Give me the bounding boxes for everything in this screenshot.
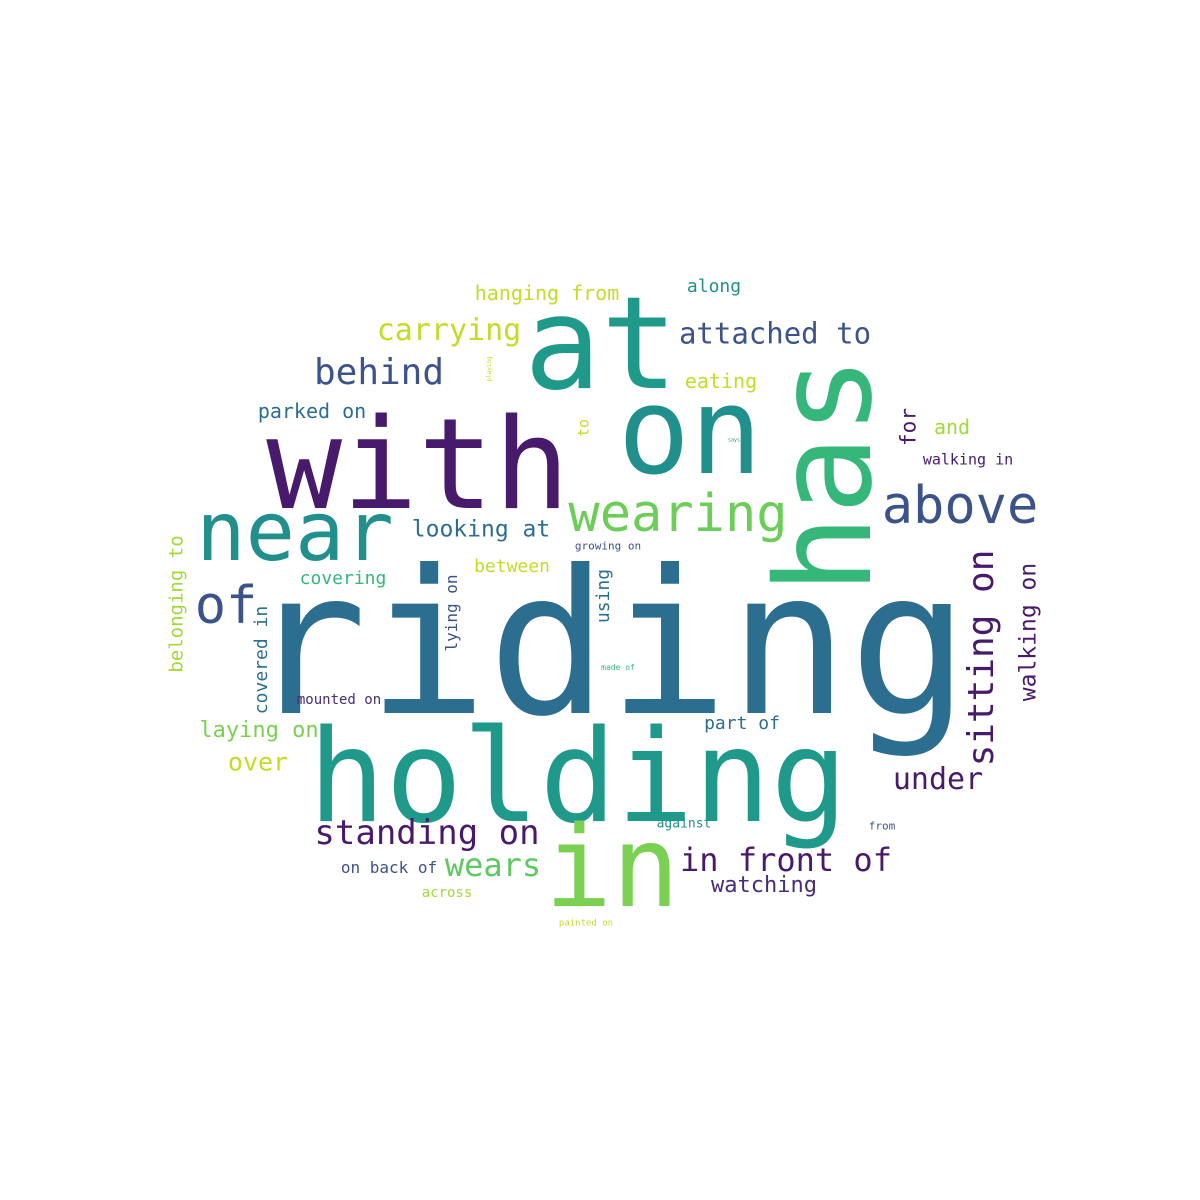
word-on-back-of: on back of [340, 858, 438, 877]
word-walking-on: walking on [1015, 562, 1042, 702]
word-laying-on: laying on [199, 718, 319, 743]
word-near: near [196, 485, 394, 580]
word-to: to [574, 418, 593, 438]
word-eating: eating [684, 369, 758, 393]
word-holding: holding [308, 703, 848, 852]
word-lying-on: lying on [442, 574, 461, 652]
word-behind: behind [313, 352, 445, 393]
word-wears: wears [444, 846, 542, 884]
word-standing-on: standing on [314, 813, 540, 853]
word-along: along [686, 276, 742, 297]
word-playing: playing [486, 356, 493, 382]
word-above: above [881, 476, 1039, 536]
word-made-of: made of [601, 663, 635, 672]
word-in-front-of: in front of [680, 841, 892, 879]
word-from: from [868, 819, 896, 833]
word-attached-to: attached to [678, 316, 872, 351]
word-for: for [896, 408, 921, 446]
word-looking-at: looking at [411, 516, 551, 543]
word-mounted-on: mounted on [296, 692, 382, 708]
word-walking-in: walking in [922, 450, 1014, 469]
word-against: against [656, 816, 712, 832]
word-on: on [617, 363, 763, 502]
word-at: at [523, 270, 679, 419]
word-of: of [194, 576, 258, 636]
word-has: has [748, 355, 902, 595]
word-under: under [892, 762, 984, 797]
word-across: across [421, 885, 473, 901]
word-over: over [227, 747, 289, 777]
word-with: with [266, 391, 570, 538]
word-between: between [474, 556, 550, 577]
word-painted-on: painted on [558, 918, 614, 929]
word-says: says [727, 437, 741, 444]
word-covering: covering [299, 568, 387, 589]
word-parked-on: parked on [257, 399, 367, 423]
word-riding: riding [246, 528, 970, 761]
word-and: and [933, 415, 971, 439]
word-belonging-to: belonging to [165, 535, 188, 673]
word-sitting-on: sitting on [961, 549, 1002, 767]
word-part-of: part of [704, 713, 780, 734]
word-watching: watching [711, 873, 817, 898]
word-growing-on: growing on [574, 539, 642, 553]
word-using: using [593, 568, 614, 624]
word-hanging-from: hanging from [474, 281, 620, 305]
word-wearing: wearing [568, 484, 788, 544]
word-covered-in: covered in [251, 605, 272, 715]
word-in: in [544, 803, 680, 933]
word-carrying: carrying [376, 313, 522, 348]
